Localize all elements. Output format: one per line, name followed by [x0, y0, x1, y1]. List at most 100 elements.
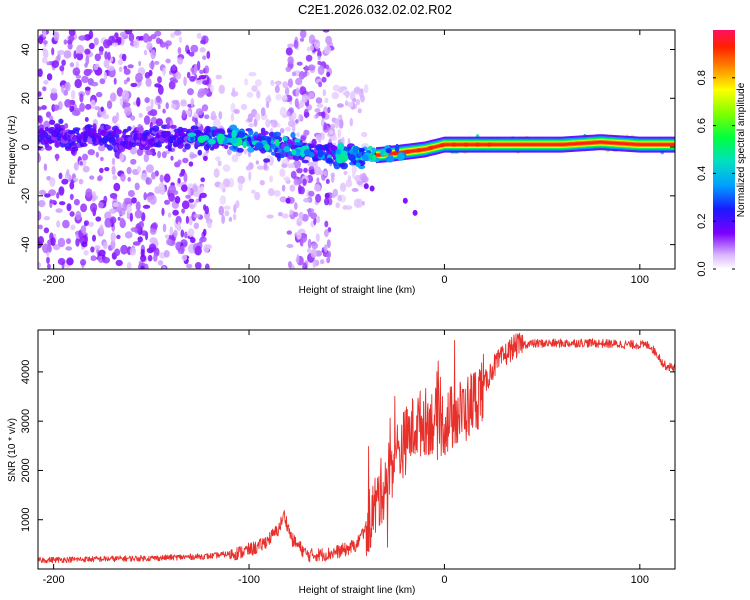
spectrogram-cell — [173, 229, 178, 238]
spectrogram-cell — [210, 84, 214, 93]
spectrogram-cell — [73, 177, 79, 182]
spectrogram-cell — [317, 55, 321, 60]
spectrogram-cell — [266, 214, 274, 219]
spectrogram-cell — [38, 68, 43, 77]
spectrogram-cell — [402, 197, 408, 204]
spectrogram-cell — [230, 91, 239, 97]
spectrogram-cell — [73, 50, 77, 60]
spectrogram-cell — [51, 47, 55, 56]
snr-series-line — [38, 332, 675, 564]
spectrogram-cell — [66, 238, 71, 245]
spectrogram-peak — [309, 152, 315, 158]
spectrogram-cell — [58, 118, 64, 125]
snr-x-tick-label: -100 — [238, 574, 260, 586]
spectrogram-cell — [41, 57, 48, 64]
spectrogram-cell — [221, 214, 226, 224]
spectrogram-cell — [82, 165, 90, 173]
spectrogram-cell — [290, 141, 296, 146]
spectrogram-cell — [187, 49, 191, 55]
spectrogram-cell — [116, 234, 121, 240]
spectrogram-cell — [185, 215, 189, 224]
spectrogram-cell — [130, 115, 136, 121]
spectrogram-y-ticks: -40 -20 0 20 40 — [20, 43, 675, 253]
spectrogram-peak — [348, 154, 356, 162]
snr-panel: -200 -100 0 100 1000 2000 3000 4000 Height of … — [7, 329, 676, 596]
spectrogram-cell — [177, 47, 182, 55]
spectrogram-cell — [311, 212, 317, 220]
spectrogram-cell — [94, 106, 101, 111]
spectrogram-cell — [251, 189, 256, 194]
spectrogram-cell — [165, 42, 169, 50]
spectrogram-cell — [123, 68, 131, 75]
spectrogram-cell — [144, 97, 151, 103]
spectrogram-cell — [412, 209, 418, 216]
spectrogram-cell — [128, 32, 135, 42]
spectrogram-cell — [140, 172, 148, 181]
spectrogram-cell — [82, 153, 88, 161]
spectrogram-cell — [87, 149, 96, 156]
spectrogram-cell — [335, 202, 341, 209]
colorbar-tick-label: 0.6 — [696, 118, 708, 133]
spectrogram-cell — [331, 193, 336, 199]
spectrogram-cell — [49, 119, 56, 126]
spectrogram-cell — [345, 90, 350, 99]
spectrogram-peak — [283, 145, 290, 153]
spectrogram-cell — [98, 201, 104, 209]
snr-x-tick-label: 0 — [441, 574, 447, 586]
spectrogram-cell — [120, 244, 128, 255]
spectrogram-cell — [103, 71, 108, 81]
spectrogram-cell — [313, 184, 321, 192]
spectrogram-cell — [302, 178, 307, 186]
spectrogram-cell — [111, 165, 116, 176]
spectrogram-cell — [232, 213, 237, 221]
spectrogram-cell — [218, 84, 225, 95]
spectrogram-cell — [286, 230, 292, 235]
spectrogram-cell — [126, 77, 130, 82]
spectrogram-peak — [355, 162, 361, 167]
spectrogram-x-label: Height of straight line (km) — [299, 285, 416, 296]
spectrogram-cell — [84, 62, 88, 68]
spectrogram-cell — [263, 158, 271, 163]
spectrogram-cell — [279, 196, 287, 203]
spectrogram-y-tick-label: 20 — [20, 92, 32, 104]
spectrogram-cell — [121, 89, 129, 100]
spectrogram-cell — [308, 92, 315, 99]
spectrogram-cell — [200, 185, 204, 193]
spectrogram-peak — [385, 148, 392, 154]
spectrogram-cell — [151, 222, 158, 230]
spectrogram-cell — [61, 178, 69, 185]
spectrogram-cell — [92, 234, 96, 242]
spectrogram-cell — [111, 157, 116, 166]
spectrogram-cell — [300, 240, 304, 247]
spectrogram-cell — [126, 203, 132, 214]
spectrogram-cell — [131, 197, 137, 204]
spectrogram-cell — [93, 37, 99, 46]
spectrogram-cell — [286, 244, 294, 248]
spectrogram-cell — [304, 65, 308, 75]
spectrogram-cell — [44, 193, 51, 198]
spectrogram-cell — [68, 30, 76, 37]
spectrogram-cell — [66, 203, 72, 212]
spectrogram-peak — [229, 137, 239, 144]
spectrogram-cell — [63, 39, 68, 45]
spectrogram-cell — [259, 180, 265, 186]
spectrogram-cell — [42, 30, 47, 38]
spectrogram-cell — [49, 177, 56, 187]
spectrogram-cell — [290, 131, 296, 139]
spectrogram-cell — [76, 44, 85, 54]
spectrogram-cell — [165, 123, 171, 130]
spectrogram-cell — [180, 127, 188, 133]
spectrogram-cell — [337, 194, 343, 202]
spectrogram-cell — [296, 254, 300, 264]
snr-x-label: Height of straight line (km) — [299, 585, 416, 596]
spectrogram-cell — [86, 69, 93, 74]
spectrogram-cell — [170, 103, 177, 109]
spectrogram-cell — [145, 77, 152, 87]
spectrogram-cell — [123, 197, 132, 203]
spectrogram-cell — [170, 32, 175, 38]
spectrogram-cell — [190, 44, 199, 53]
spectrogram-cell — [143, 115, 151, 125]
spectrogram-cell — [126, 166, 132, 175]
spectrogram-cell — [79, 93, 84, 103]
snr-y-tick-label: 4000 — [20, 360, 32, 384]
